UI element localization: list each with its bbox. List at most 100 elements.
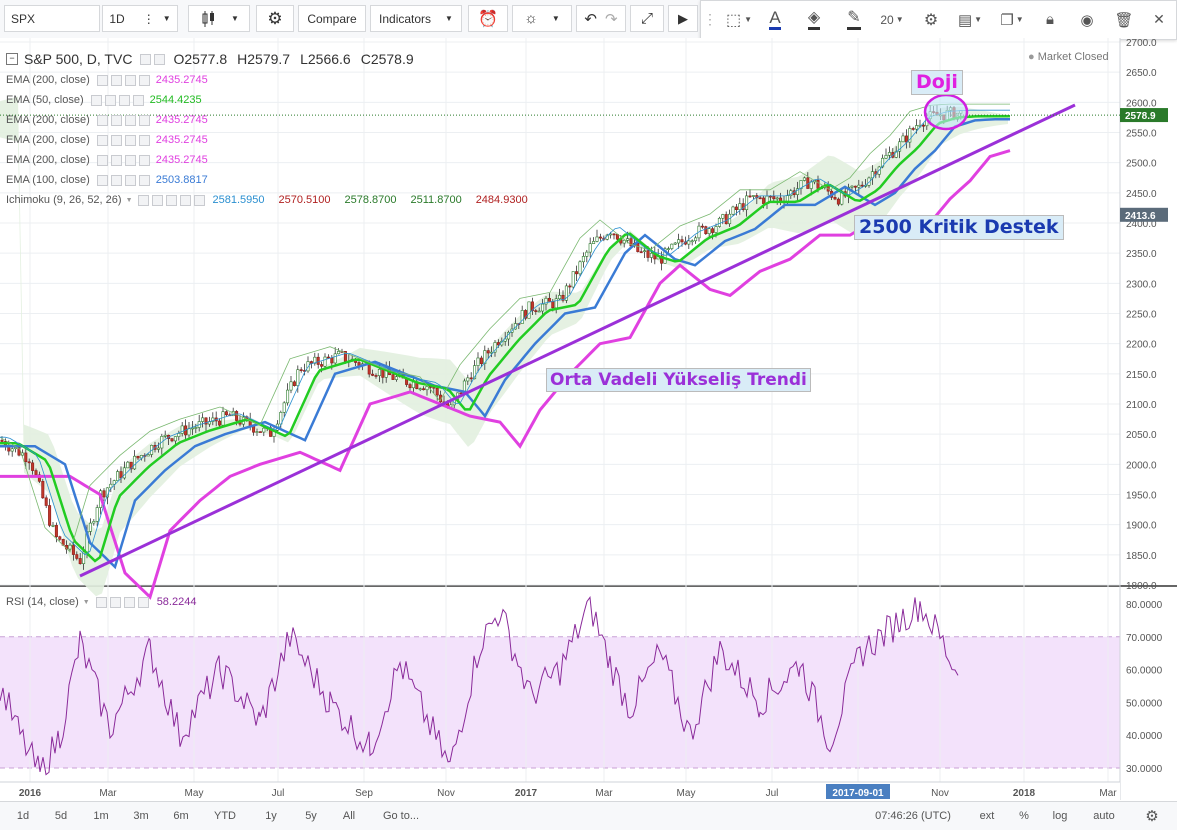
price-tick-label: 2350.0 [1126, 249, 1157, 260]
undo-icon[interactable]: ↶ [584, 10, 597, 28]
candle [887, 152, 891, 156]
study-value: 2435.2745 [155, 134, 208, 146]
remove-icon[interactable] [138, 154, 150, 166]
percent-toggle[interactable]: % [1012, 806, 1036, 826]
chart-type-button[interactable]: ▼ [188, 5, 250, 32]
range-button-5y[interactable]: 5y [305, 810, 317, 822]
chart-title: S&P 500, D, TVC [24, 51, 133, 67]
remove-icon[interactable] [132, 94, 144, 106]
range-button-5d[interactable]: 5d [54, 810, 68, 822]
eye-icon[interactable] [151, 194, 163, 206]
remove-icon[interactable] [138, 174, 150, 186]
chart-settings-button[interactable]: ⚙ [256, 5, 294, 32]
eye-icon[interactable] [110, 154, 122, 166]
interval-select[interactable]: 1D ⋮ ▼ [102, 5, 178, 32]
range-button-1d[interactable]: 1d [16, 810, 30, 822]
font-size-select[interactable]: 20 ▼ [877, 6, 907, 33]
ext-toggle[interactable]: ext [972, 806, 1002, 826]
eye-icon[interactable] [110, 174, 122, 186]
chart-area[interactable]: 2700.0 2650.0 2600.0 2550.0 2500.0 2450.0 2400… [0, 38, 1177, 800]
add-icon[interactable] [123, 596, 135, 608]
line-color-button[interactable]: ✎ [839, 6, 869, 33]
candle [0, 439, 4, 442]
ichimoku-value: 2581.5950 [212, 194, 265, 206]
candle [714, 226, 718, 233]
auto-toggle[interactable]: auto [1086, 806, 1122, 826]
format-icon[interactable] [165, 194, 177, 206]
eye-icon[interactable] [110, 74, 122, 86]
chevron-down-icon[interactable]: ▼ [125, 196, 133, 204]
remove-icon[interactable] [138, 74, 150, 86]
candle [908, 128, 912, 143]
text-color-button[interactable]: A [761, 6, 789, 33]
range-button-ytd[interactable]: YTD [214, 810, 236, 822]
lock-button[interactable]: 🔒︎ [1037, 6, 1063, 33]
visibility-button[interactable]: ◉ [1073, 6, 1101, 33]
chevron-down-icon[interactable]: ▼ [82, 598, 90, 606]
eye-icon[interactable] [104, 94, 116, 106]
collapse-icon[interactable]: − [6, 53, 18, 65]
drawing-settings-button[interactable]: ⚙ [917, 6, 945, 33]
settings-icon[interactable] [140, 53, 152, 65]
add-icon[interactable] [124, 134, 136, 146]
settings-icon[interactable] [96, 154, 108, 166]
candle [58, 536, 62, 540]
eye-icon[interactable] [110, 134, 122, 146]
eye-icon[interactable] [110, 114, 122, 126]
indicators-button[interactable]: Indicators ▼ [370, 5, 462, 32]
add-icon[interactable] [118, 94, 130, 106]
candle [41, 481, 45, 499]
trend-label[interactable]: Orta Vadeli Yükseliş Trendi [546, 368, 811, 392]
candle [534, 310, 538, 312]
eye-icon[interactable] [154, 53, 166, 65]
add-icon[interactable] [124, 154, 136, 166]
candle [575, 271, 579, 275]
candle [643, 250, 647, 253]
chart-canvas[interactable]: 2700.0 2650.0 2600.0 2550.0 2500.0 2450.0 2400… [0, 38, 1177, 800]
settings-icon[interactable] [137, 194, 149, 206]
compare-button[interactable]: Compare [298, 5, 366, 32]
settings-icon[interactable] [90, 94, 102, 106]
drag-handle-icon[interactable]: ⋮ [703, 11, 717, 27]
chevron-down-icon: ▼ [895, 15, 904, 24]
remove-icon[interactable] [193, 194, 205, 206]
close-drawbar-button[interactable]: ✕ [1147, 6, 1171, 33]
play-icon: ▶ [678, 10, 688, 26]
goto-button[interactable]: Go to... [372, 806, 430, 826]
settings-icon[interactable] [95, 596, 107, 608]
add-icon[interactable] [179, 194, 191, 206]
settings-icon[interactable] [96, 114, 108, 126]
redo-icon[interactable]: ↷ [605, 10, 618, 28]
settings-icon[interactable] [96, 134, 108, 146]
doji-label[interactable]: Doji [911, 70, 963, 95]
range-button-all[interactable]: All [342, 810, 356, 822]
templates-button[interactable]: ☼ ▼ [512, 5, 572, 32]
remove-icon[interactable] [138, 114, 150, 126]
range-button-1y[interactable]: 1y [265, 810, 277, 822]
settings-icon[interactable] [96, 74, 108, 86]
add-icon[interactable] [124, 74, 136, 86]
range-button-3m[interactable]: 3m [133, 810, 149, 822]
delete-button[interactable]: 🗑︎ [1111, 6, 1137, 33]
fullscreen-button[interactable]: ⤢ [630, 5, 664, 32]
clone-button[interactable]: ❐ ▼ [995, 6, 1029, 33]
range-button-1m[interactable]: 1m [93, 810, 109, 822]
alert-button[interactable]: ⏰ [468, 5, 508, 32]
indicators-label: Indicators [379, 11, 432, 26]
layers-button[interactable]: ▤ ▼ [953, 6, 987, 33]
support-label[interactable]: 2500 Kritik Destek [854, 215, 1064, 240]
price-tick-label: 1950.0 [1126, 491, 1157, 502]
eye-icon[interactable] [109, 596, 121, 608]
replay-button[interactable]: ▶ [668, 5, 698, 32]
settings-icon[interactable] [96, 174, 108, 186]
fill-color-button[interactable]: ◈ [799, 6, 829, 33]
add-icon[interactable] [124, 174, 136, 186]
range-button-6m[interactable]: 6m [173, 810, 189, 822]
remove-icon[interactable] [137, 596, 149, 608]
log-toggle[interactable]: log [1046, 806, 1074, 826]
area-select-button[interactable]: ⬚ ▼ [719, 6, 759, 33]
add-icon[interactable] [124, 114, 136, 126]
symbol-search-input[interactable]: SPX [4, 5, 100, 32]
remove-icon[interactable] [138, 134, 150, 146]
bottom-settings-button[interactable]: ⚙ [1138, 806, 1166, 826]
